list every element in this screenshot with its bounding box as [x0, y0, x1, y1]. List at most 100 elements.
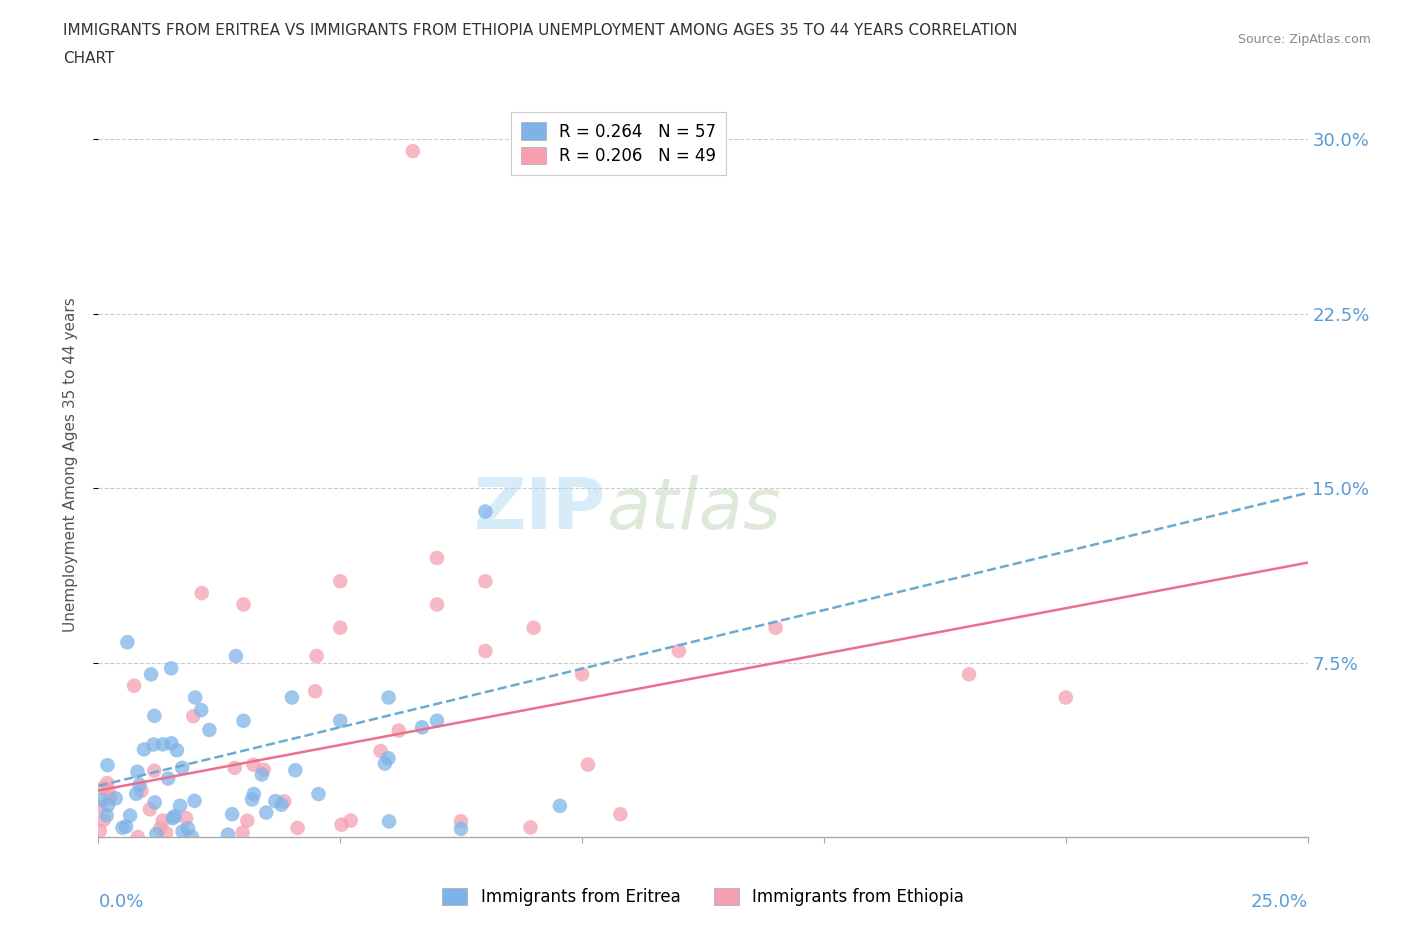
- Point: [339, 813, 361, 828]
- Point: [329, 620, 352, 635]
- Point: [450, 821, 472, 836]
- Point: [172, 824, 194, 839]
- Point: [155, 826, 177, 841]
- Point: [254, 805, 277, 820]
- Point: [474, 644, 496, 658]
- Point: [183, 793, 205, 808]
- Text: CHART: CHART: [63, 51, 115, 66]
- Point: [519, 820, 541, 835]
- Point: [250, 767, 273, 782]
- Point: [152, 813, 174, 828]
- Point: [243, 787, 266, 802]
- Point: [284, 763, 307, 777]
- Point: [143, 709, 166, 724]
- Point: [270, 797, 292, 812]
- Point: [96, 776, 118, 790]
- Point: [174, 811, 197, 826]
- Point: [139, 802, 162, 817]
- Point: [232, 713, 254, 728]
- Point: [93, 813, 115, 828]
- Point: [96, 808, 118, 823]
- Point: [329, 574, 352, 589]
- Point: [143, 764, 166, 778]
- Point: [378, 814, 401, 829]
- Point: [388, 724, 411, 738]
- Point: [253, 763, 276, 777]
- Point: [221, 806, 243, 821]
- Point: [181, 830, 204, 844]
- Point: [142, 737, 165, 752]
- Point: [160, 661, 183, 676]
- Point: [98, 790, 121, 805]
- Point: [190, 586, 212, 601]
- Point: [128, 777, 150, 792]
- Point: [217, 827, 239, 842]
- Point: [523, 620, 546, 635]
- Point: [576, 757, 599, 772]
- Point: [97, 798, 120, 813]
- Point: [172, 761, 194, 776]
- Point: [198, 723, 221, 737]
- Point: [111, 820, 134, 835]
- Point: [169, 799, 191, 814]
- Point: [1054, 690, 1077, 705]
- Point: [377, 751, 399, 765]
- Point: [232, 597, 254, 612]
- Point: [305, 648, 328, 663]
- Point: [89, 824, 111, 839]
- Point: [307, 787, 329, 802]
- Point: [450, 814, 472, 829]
- Point: [149, 821, 172, 836]
- Text: atlas: atlas: [606, 475, 780, 544]
- Point: [96, 758, 118, 773]
- Point: [240, 792, 263, 807]
- Point: [330, 817, 353, 832]
- Point: [426, 597, 449, 612]
- Point: [668, 644, 690, 658]
- Point: [374, 756, 396, 771]
- Legend: Immigrants from Eritrea, Immigrants from Ethiopia: Immigrants from Eritrea, Immigrants from…: [436, 881, 970, 912]
- Point: [377, 690, 399, 705]
- Point: [287, 820, 309, 835]
- Point: [264, 793, 287, 808]
- Point: [139, 667, 162, 682]
- Point: [125, 787, 148, 802]
- Point: [281, 690, 304, 705]
- Point: [181, 709, 204, 724]
- Text: 0.0%: 0.0%: [98, 893, 143, 910]
- Point: [132, 742, 155, 757]
- Point: [329, 713, 352, 728]
- Point: [160, 736, 183, 751]
- Point: [765, 620, 787, 635]
- Point: [89, 800, 111, 815]
- Text: IMMIGRANTS FROM ERITREA VS IMMIGRANTS FROM ETHIOPIA UNEMPLOYMENT AMONG AGES 35 T: IMMIGRANTS FROM ERITREA VS IMMIGRANTS FR…: [63, 23, 1018, 38]
- Point: [120, 808, 142, 823]
- Point: [117, 635, 139, 650]
- Point: [474, 574, 496, 589]
- Y-axis label: Unemployment Among Ages 35 to 44 years: Unemployment Among Ages 35 to 44 years: [63, 298, 77, 632]
- Text: ZIP: ZIP: [474, 475, 606, 544]
- Point: [548, 799, 571, 814]
- Point: [236, 813, 259, 828]
- Point: [224, 761, 246, 776]
- Point: [957, 667, 980, 682]
- Text: Source: ZipAtlas.com: Source: ZipAtlas.com: [1237, 33, 1371, 46]
- Point: [162, 811, 184, 826]
- Point: [411, 720, 433, 735]
- Point: [571, 667, 593, 682]
- Point: [474, 504, 496, 519]
- Point: [157, 771, 180, 786]
- Point: [232, 825, 254, 840]
- Point: [127, 764, 149, 779]
- Point: [225, 649, 247, 664]
- Point: [131, 783, 153, 798]
- Point: [115, 819, 138, 834]
- Point: [184, 690, 207, 705]
- Point: [127, 830, 149, 844]
- Point: [426, 713, 449, 728]
- Point: [402, 144, 425, 159]
- Legend: R = 0.264   N = 57, R = 0.206   N = 49: R = 0.264 N = 57, R = 0.206 N = 49: [510, 113, 725, 176]
- Point: [304, 684, 326, 698]
- Point: [166, 743, 188, 758]
- Point: [273, 794, 295, 809]
